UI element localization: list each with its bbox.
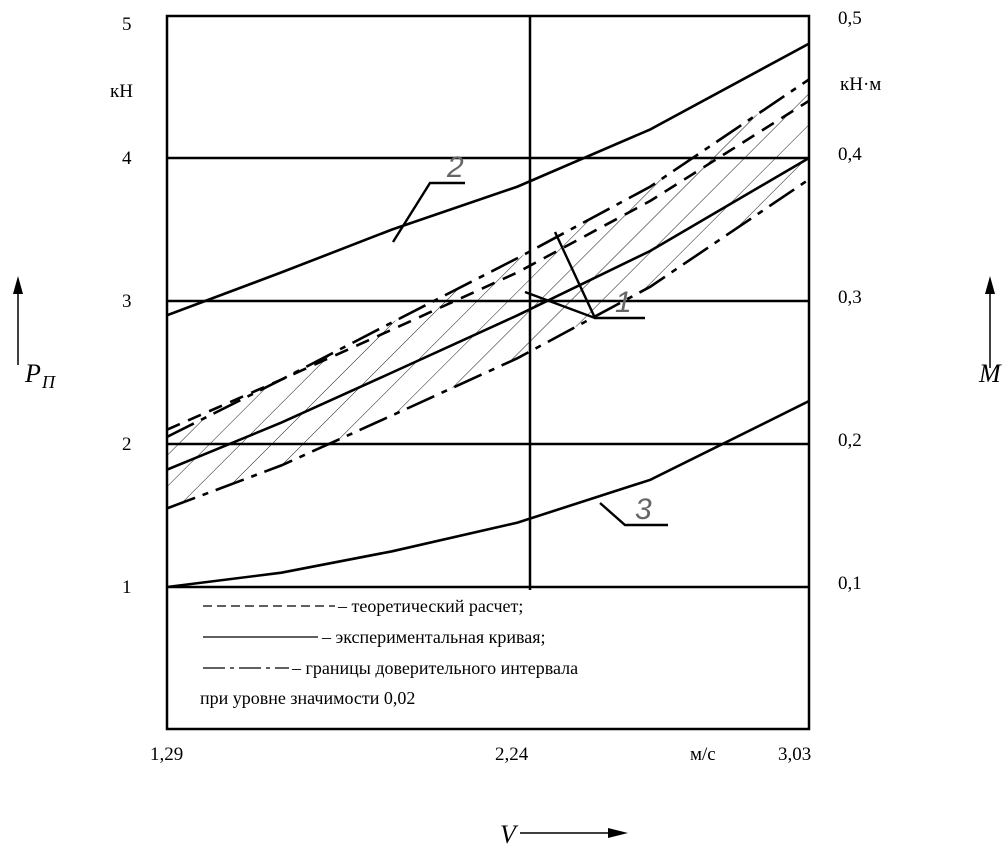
legend-item: при уровне значимости 0,02 [200,688,415,708]
series-line-5 [167,399,809,589]
y-left-unit: кН [110,81,133,102]
svg-text:П: П [41,372,56,392]
legend-label: – границы доверительного интервала [291,658,578,678]
series-line-3 [167,178,809,510]
curve-label-3: 3 [635,493,652,526]
y-left-tick-label: 3 [122,291,132,312]
y-right-unit: кН·м [840,74,881,95]
y-right-tick-label: 0,4 [838,144,862,165]
series-line-2 [167,78,809,439]
y-right-tick-label: 0,3 [838,287,862,308]
y-right-arrow [985,276,995,368]
y-right-tick-label: 0,5 [838,8,862,29]
legend-item: – границы доверительного интервала [203,658,578,678]
y-left-tick-label: 5 [122,14,132,35]
series-line-4 [167,42,809,317]
x-tick-label: 3,03 [778,744,811,765]
legend-item: – экспериментальная кривая; [203,627,546,647]
y-right-tick-label: 0,1 [838,573,862,594]
series-line-1 [167,156,809,471]
x-arrow [520,828,628,838]
curve-leader-1b [524,290,596,320]
legend-label: – экспериментальная кривая; [321,627,546,647]
plot-frame [165,14,811,731]
y-left-arrow [13,276,23,365]
y-left-tick-label: 2 [122,434,132,455]
svg-text:P: P [24,359,41,388]
y-left-tick-label: 4 [122,148,132,169]
curve-label-2: 2 [446,151,464,184]
x-tick-label: 2,24 [495,744,529,765]
curve-leader-2 [391,181,465,243]
curve-label-1: 1 [615,286,632,319]
x-unit: м/с [690,744,716,765]
y-left-axis-name: P П [24,359,56,392]
x-tick-label: 1,29 [150,744,183,765]
x-axis-name: V [500,820,519,845]
legend-item: – теоретический расчет; [203,596,523,616]
legend-label: при уровне значимости 0,02 [200,688,415,708]
y-left-tick-label: 1 [122,577,132,598]
y-right-tick-label: 0,2 [838,430,862,451]
legend-label: – теоретический расчет; [337,596,523,616]
curve-leader-3 [599,502,668,527]
